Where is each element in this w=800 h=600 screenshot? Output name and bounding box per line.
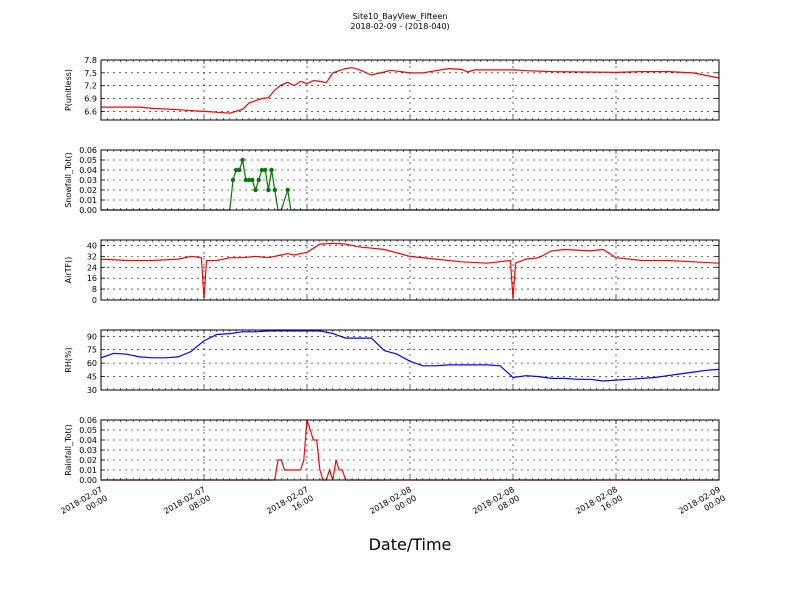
y-tick-label: 6.9 <box>84 95 97 104</box>
y-tick-label: 0.03 <box>79 176 97 185</box>
panels-group: 6.66.97.27.57.8P(unitless)0.000.010.020.… <box>64 56 720 485</box>
data-point <box>230 177 236 183</box>
y-axis-label: Snowfall_Tot() <box>64 152 73 208</box>
data-point <box>266 187 271 193</box>
series-line <box>101 159 719 211</box>
y-tick-label: 0 <box>92 296 97 305</box>
panel-5: 0.000.010.020.030.040.050.06 Rainfall_Tot… <box>64 416 720 485</box>
y-axis-label: AirTF() <box>64 257 73 284</box>
y-tick-label: 7.2 <box>84 82 97 91</box>
chart-title: Site10_BayView_Fifteen <box>353 12 448 21</box>
y-tick-label: 0.00 <box>79 476 97 485</box>
data-point <box>233 167 239 173</box>
y-tick-label: 16 <box>87 274 97 283</box>
y-tick-label: 0.02 <box>79 186 97 195</box>
y-axis-label: P(unitless) <box>64 69 73 111</box>
y-tick-label: 0.03 <box>79 446 97 455</box>
y-tick-label: 8 <box>92 285 97 294</box>
data-point <box>262 167 268 173</box>
y-axis-label: RH(%) <box>64 347 73 372</box>
y-tick-label: 40 <box>87 241 97 250</box>
data-point <box>259 167 265 173</box>
x-axis-label: Date/Time <box>369 535 452 554</box>
data-point <box>285 187 290 193</box>
y-tick-label: 90 <box>87 332 97 341</box>
y-tick-label: 30 <box>87 386 97 395</box>
y-tick-label: 0.04 <box>79 166 97 175</box>
series-line <box>100 242 720 299</box>
data-point <box>269 167 274 173</box>
panel-1: 6.6 6.9 7.2 7.5 7.8 P(unitless) <box>64 56 720 121</box>
data-point <box>240 157 245 163</box>
panel-2: 0.000.010.020.030.040.050.06 Snowfall_Tot… <box>64 146 720 215</box>
y-tick-label: 0.06 <box>79 146 97 155</box>
data-point <box>272 187 278 193</box>
y-axis-label: Rainfall_Tot() <box>64 424 73 476</box>
data-point <box>243 177 249 183</box>
y-tick-label: 7.8 <box>84 56 97 65</box>
y-tick-label: 0.01 <box>79 196 97 205</box>
y-tick-label: 0.02 <box>79 456 97 465</box>
y-tick-label: 60 <box>87 359 97 368</box>
y-tick-label: 6.6 <box>84 107 97 116</box>
chart-subtitle: 2018-02-09 - (2018-040) <box>350 22 449 31</box>
series-line <box>100 330 720 382</box>
y-tick-label: 0.05 <box>79 426 97 435</box>
data-point <box>256 177 261 183</box>
y-tick-label: 0.01 <box>79 466 97 475</box>
y-tick-label: 24 <box>87 263 97 272</box>
data-point <box>253 187 258 193</box>
y-tick-label: 32 <box>87 252 97 261</box>
data-point <box>237 167 242 173</box>
y-tick-label: 7.5 <box>84 69 97 78</box>
y-tick-label: 0.04 <box>79 436 97 445</box>
y-tick-label: 0.05 <box>79 156 97 165</box>
y-tick-label: 75 <box>87 346 97 355</box>
y-tick-label: 0.06 <box>79 416 97 425</box>
data-point <box>246 177 252 183</box>
data-point <box>250 177 255 183</box>
series-line <box>101 67 720 114</box>
panel-3: 0 8 16 24 32 40 AirTF() <box>64 239 720 305</box>
panel-4: 30 45 60 75 90 RH(%) <box>64 329 720 395</box>
y-tick-label: 0.00 <box>79 206 97 215</box>
y-tick-label: 45 <box>87 373 97 382</box>
